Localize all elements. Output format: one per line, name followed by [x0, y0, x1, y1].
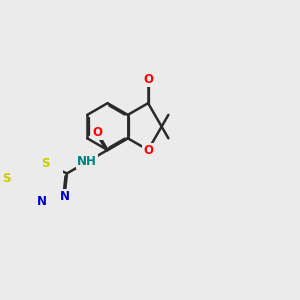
Text: S: S: [41, 158, 50, 170]
Text: N: N: [37, 195, 46, 208]
Text: O: O: [143, 143, 153, 157]
Text: O: O: [143, 73, 153, 86]
Text: O: O: [93, 126, 103, 139]
Text: NH: NH: [77, 155, 97, 168]
Text: N: N: [59, 190, 70, 203]
Text: S: S: [2, 172, 11, 185]
